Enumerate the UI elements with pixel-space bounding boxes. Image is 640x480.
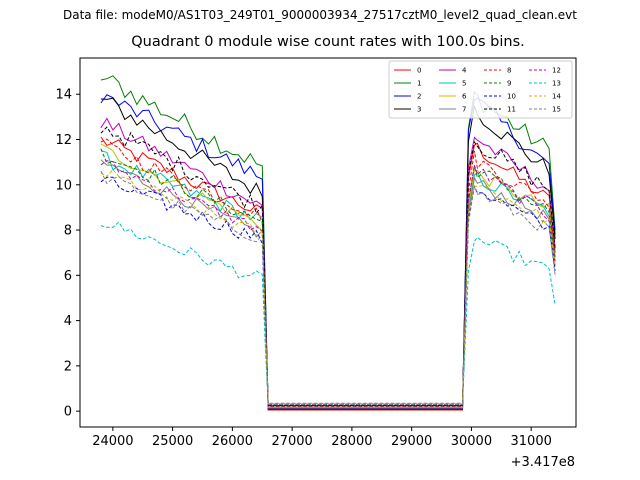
- x-offset-label: +3.417e8: [511, 455, 575, 470]
- y-tick-label: 2: [64, 359, 72, 374]
- series-line-9: [100, 148, 556, 407]
- legend-label-0: 0: [417, 67, 421, 75]
- legend-label-11: 11: [507, 106, 516, 114]
- legend-label-9: 9: [507, 80, 511, 88]
- legend-label-10: 10: [507, 93, 516, 101]
- legend-label-4: 4: [462, 67, 467, 75]
- x-tick-label: 28000: [331, 434, 372, 449]
- legend-label-2: 2: [417, 93, 421, 101]
- legend-label-14: 14: [552, 93, 561, 101]
- y-tick-label: 10: [55, 178, 72, 193]
- plot-frame: [79, 57, 577, 428]
- series-line-13: [100, 221, 556, 405]
- legend-label-8: 8: [507, 67, 511, 75]
- legend-label-1: 1: [417, 80, 421, 88]
- x-axis: 24000 25000 26000 27000 28000 29000 30000 31000: [92, 427, 552, 449]
- x-tick-label: 31000: [511, 434, 552, 449]
- x-tick-label: 24000: [92, 434, 133, 449]
- x-tick-label: 30000: [451, 434, 492, 449]
- legend-label-6: 6: [462, 93, 467, 101]
- series-line-2: [100, 94, 556, 410]
- series-line-6: [100, 143, 556, 408]
- x-tick-label: 25000: [152, 434, 193, 449]
- y-tick-label: 4: [64, 314, 72, 329]
- y-tick-label: 8: [64, 224, 72, 239]
- series-line-3: [100, 97, 556, 410]
- x-tick-label: 27000: [271, 434, 312, 449]
- legend-label-13: 13: [552, 80, 561, 88]
- y-tick-label: 0: [64, 405, 72, 420]
- legend-label-12: 12: [552, 67, 561, 75]
- chart-title: Quadrant 0 module wise count rates with …: [131, 34, 525, 50]
- legend-label-5: 5: [462, 80, 466, 88]
- series-layer: [100, 75, 556, 411]
- series-line-7: [100, 159, 556, 408]
- y-tick-label: 14: [55, 88, 72, 103]
- series-line-15: [100, 170, 556, 404]
- legend-label-3: 3: [417, 106, 421, 114]
- y-tick-label: 6: [64, 269, 72, 284]
- series-line-1: [100, 75, 556, 411]
- series-line-12: [100, 160, 556, 406]
- series-line-11: [100, 126, 556, 406]
- series-line-10: [100, 176, 556, 406]
- series-line-14: [100, 168, 556, 405]
- y-tick-label: 12: [55, 133, 72, 148]
- legend-box: [388, 60, 573, 119]
- legend-label-7: 7: [462, 106, 466, 114]
- y-axis: 0 2 4 6 8 10 12 14: [55, 88, 80, 420]
- legend-label-15: 15: [552, 106, 561, 114]
- series-line-0: [100, 136, 556, 411]
- x-tick-label: 29000: [391, 434, 432, 449]
- series-line-4: [100, 117, 556, 409]
- data-file-title: Data file: modeM0/AS1T03_249T01_90000039…: [63, 8, 577, 22]
- x-tick-label: 26000: [212, 434, 253, 449]
- series-line-8: [100, 138, 556, 407]
